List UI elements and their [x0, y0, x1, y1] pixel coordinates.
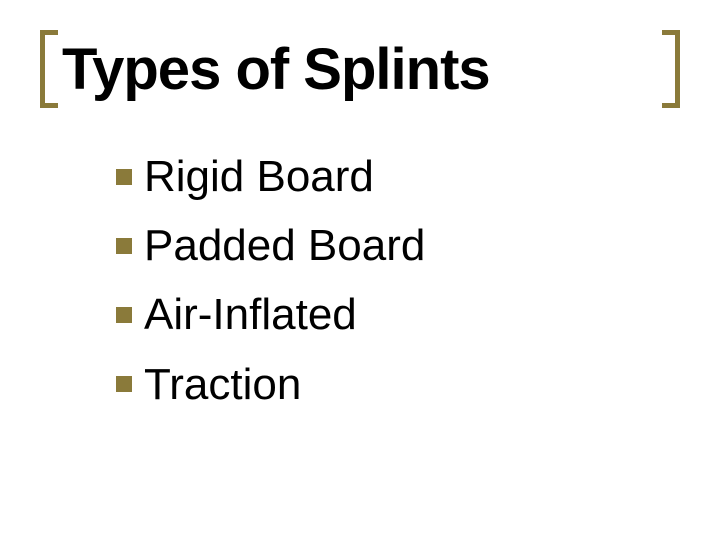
- title-row: Types of Splints: [40, 30, 680, 108]
- right-bracket-icon: [662, 30, 680, 108]
- list-item-label: Rigid Board: [144, 148, 374, 205]
- list-item: Rigid Board: [116, 148, 680, 205]
- left-bracket-icon: [40, 30, 58, 108]
- list-item-label: Traction: [144, 356, 301, 413]
- list-item-label: Padded Board: [144, 217, 425, 274]
- list-item: Padded Board: [116, 217, 680, 274]
- square-bullet-icon: [116, 307, 132, 323]
- slide-title: Types of Splints: [58, 36, 494, 103]
- list-item-label: Air-Inflated: [144, 286, 357, 343]
- square-bullet-icon: [116, 238, 132, 254]
- list-item: Traction: [116, 356, 680, 413]
- slide: Types of Splints Rigid Board Padded Boar…: [0, 0, 720, 540]
- bullet-list: Rigid Board Padded Board Air-Inflated Tr…: [116, 148, 680, 413]
- square-bullet-icon: [116, 169, 132, 185]
- square-bullet-icon: [116, 376, 132, 392]
- list-item: Air-Inflated: [116, 286, 680, 343]
